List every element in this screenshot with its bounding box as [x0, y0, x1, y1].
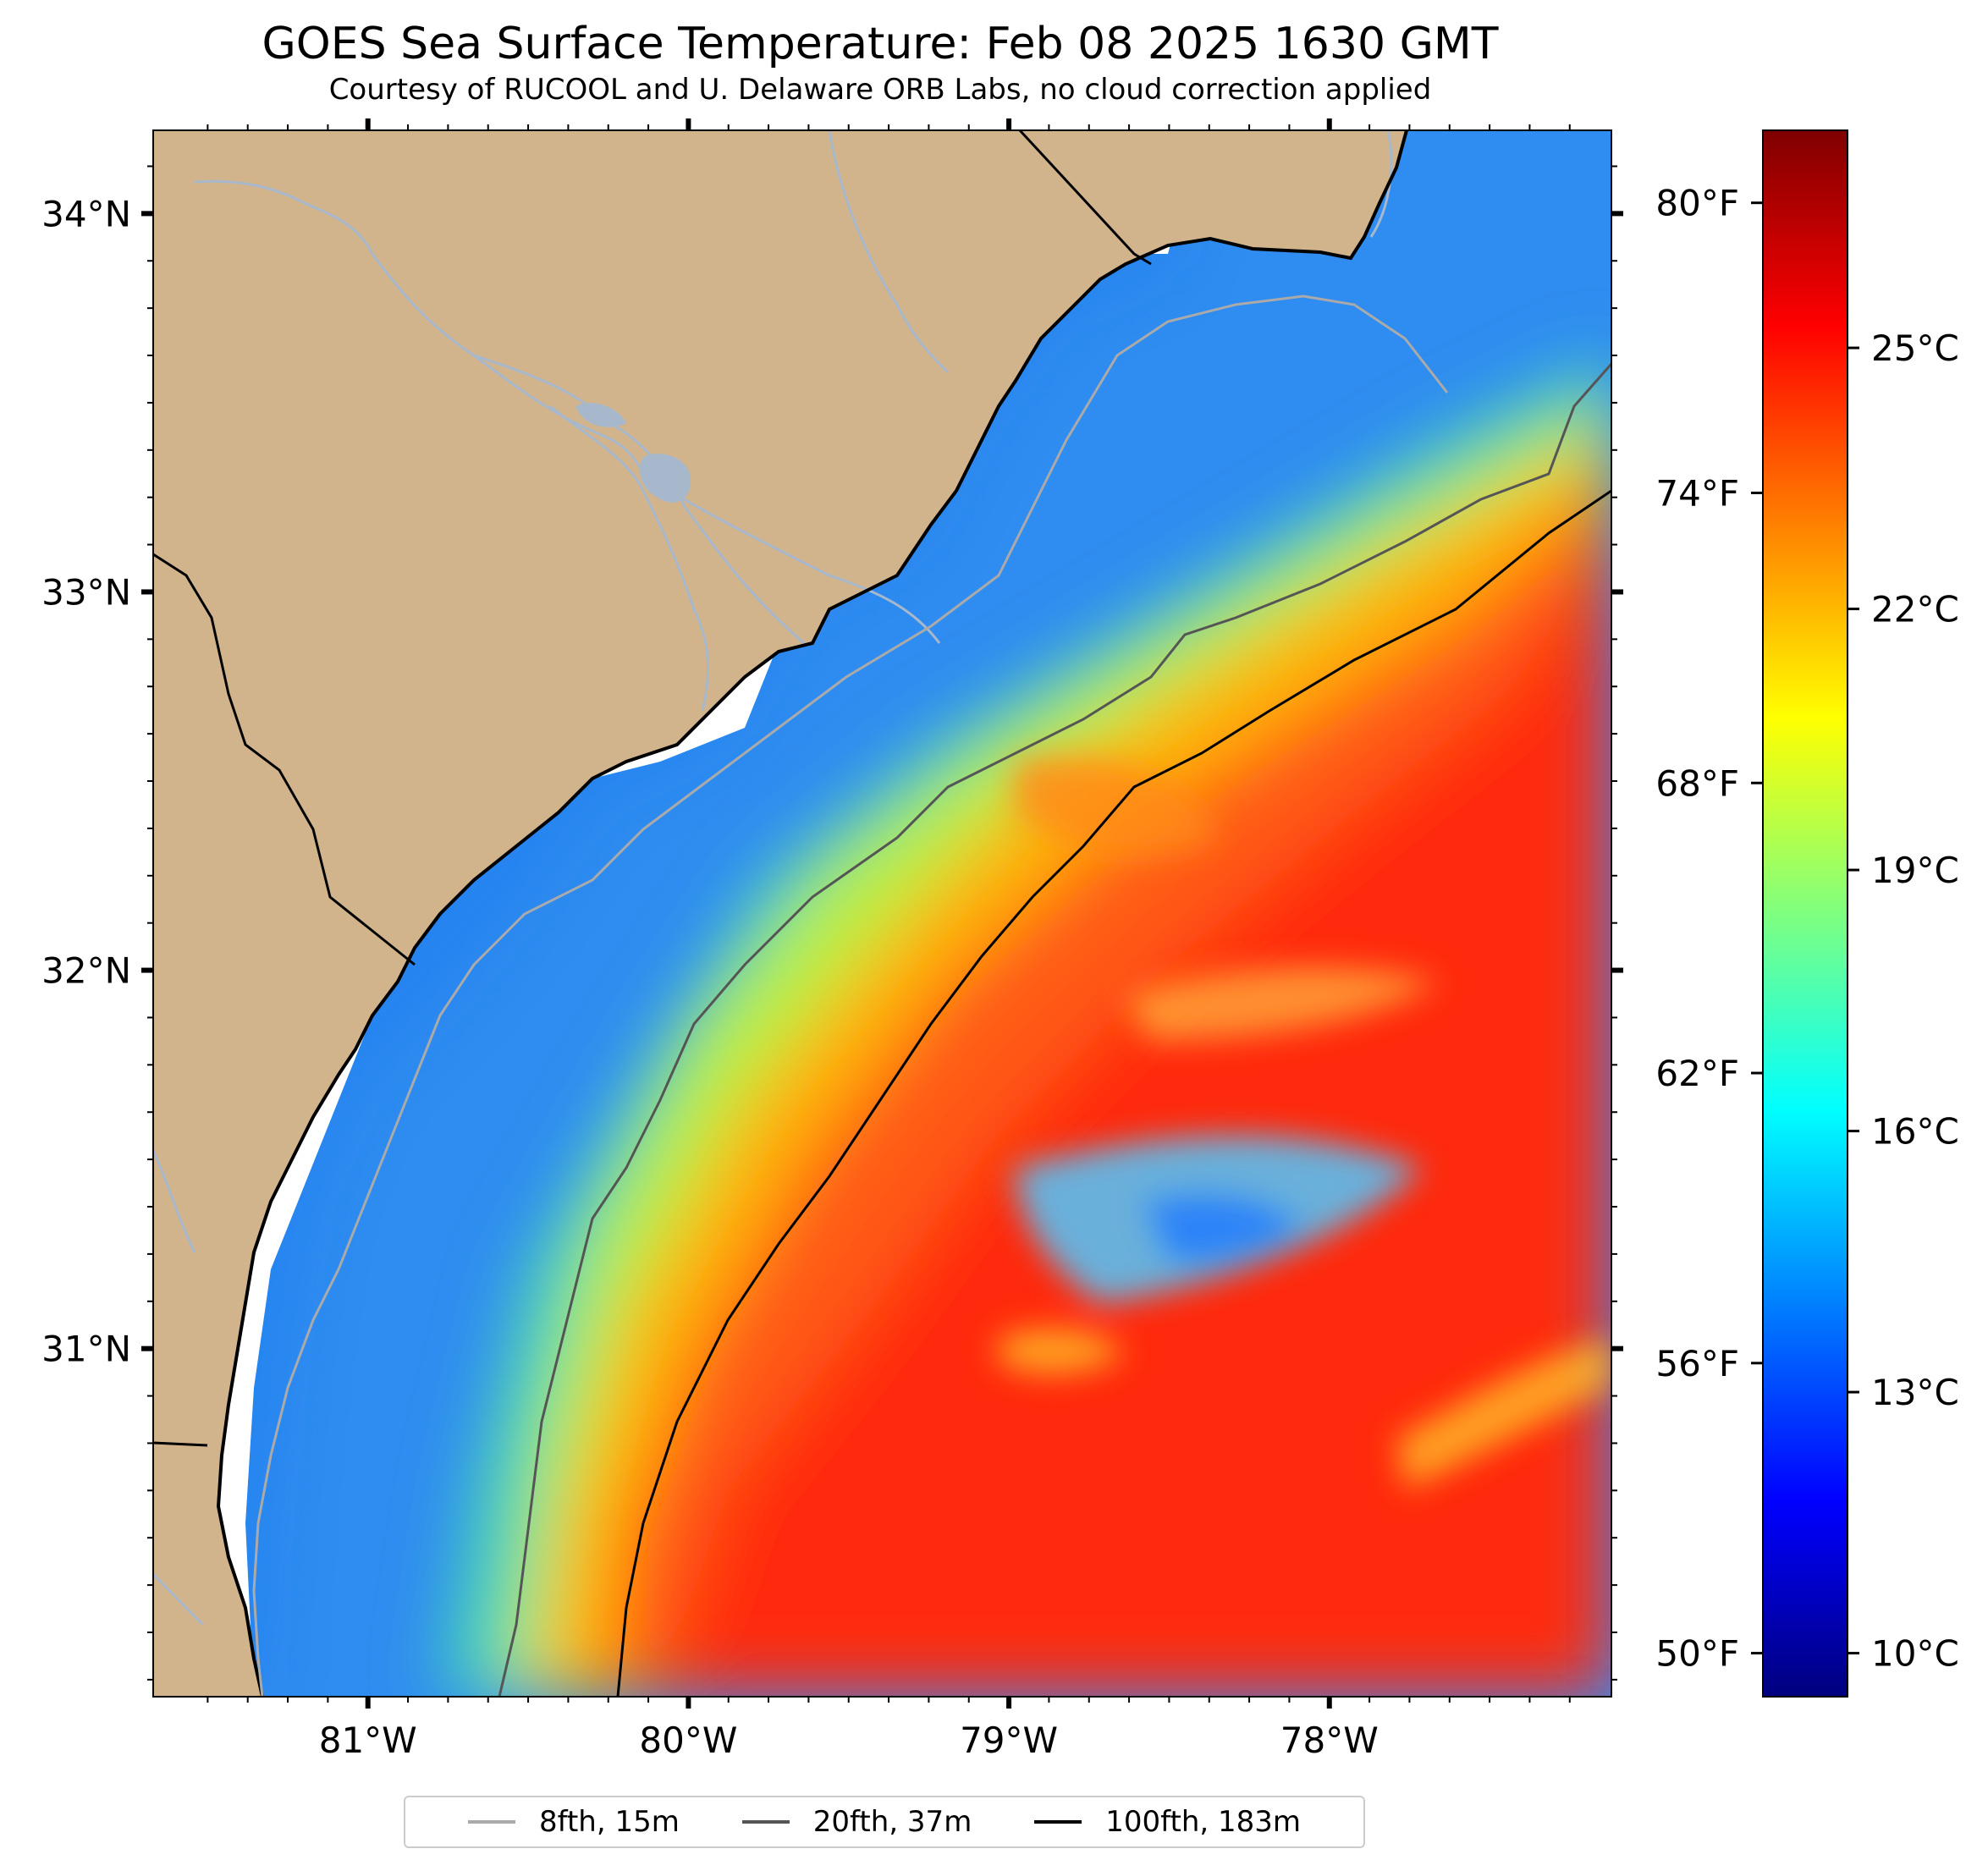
- lon-tick-label: 78°W: [1280, 1720, 1379, 1761]
- lon-tick-label: 79°W: [960, 1720, 1058, 1761]
- legend-label-20fth: 20fth, 37m: [812, 1805, 972, 1839]
- fahrenheit-tick-label: 68°F: [1655, 762, 1739, 804]
- lat-tick-label: 33°N: [41, 571, 131, 613]
- temperature-colorbar: 80°F 74°F 68°F 62°F 56°F 50°F 25°C 22°C 19°C 16°…: [1655, 129, 1959, 1698]
- map-title: GOES Sea Surface Temperature: Feb 08 202…: [262, 19, 1499, 69]
- celsius-tick-label: 10°C: [1871, 1633, 1959, 1675]
- lat-tick-label: 31°N: [41, 1329, 131, 1370]
- isobath-legend: 8fth, 15m 20fth, 37m 100fth, 183m: [404, 1796, 1365, 1848]
- celsius-tick-label: 16°C: [1871, 1111, 1959, 1153]
- legend-swatch-8fth: [467, 1820, 515, 1824]
- legend-item-20fth: 20fth, 37m: [741, 1805, 972, 1839]
- celsius-tick-label: 25°C: [1871, 327, 1959, 369]
- sst-map: [153, 130, 1611, 1697]
- latitude-axis: 34°N 33°N 32°N 31°N: [41, 165, 1623, 1681]
- isobath-20fth: [498, 363, 1611, 1697]
- legend-item-100fth: 100fth, 183m: [1034, 1805, 1301, 1839]
- map-frame: [152, 129, 1612, 1698]
- map-subtitle: Courtesy of RUCOOL and U. Delaware ORB L…: [328, 73, 1432, 107]
- fahrenheit-tick-label: 56°F: [1655, 1343, 1739, 1384]
- legend-label-8fth: 8fth, 15m: [538, 1805, 680, 1839]
- legend-label-100fth: 100fth, 183m: [1105, 1805, 1302, 1839]
- fahrenheit-tick-label: 50°F: [1655, 1633, 1739, 1675]
- longitude-axis: 81°W 80°W 79°W 78°W: [207, 118, 1571, 1761]
- celsius-tick-label: 13°C: [1871, 1372, 1959, 1413]
- fahrenheit-tick-label: 74°F: [1655, 472, 1739, 514]
- lon-tick-label: 81°W: [319, 1720, 417, 1761]
- fahrenheit-tick-label: 62°F: [1655, 1053, 1739, 1094]
- isobath-8fth: [252, 294, 1449, 1697]
- legend-swatch-100fth: [1034, 1820, 1082, 1824]
- state-borders: [153, 130, 1152, 1447]
- isobath-100fth: [616, 489, 1611, 1697]
- lake-marion: [640, 454, 691, 503]
- legend-item-8fth: 8fth, 15m: [467, 1805, 680, 1839]
- lon-tick-label: 80°W: [639, 1720, 737, 1761]
- land-area: [153, 130, 1407, 1697]
- celsius-tick-label: 19°C: [1871, 850, 1959, 891]
- celsius-tick-label: 22°C: [1871, 589, 1959, 630]
- coastline: [216, 130, 1408, 1697]
- celsius-scale: 25°C 22°C 19°C 16°C 13°C 10°C: [1848, 327, 1959, 1675]
- lat-tick-label: 32°N: [41, 950, 131, 992]
- legend-swatch-20fth: [741, 1820, 790, 1824]
- colorbar-gradient: [1762, 129, 1848, 1698]
- lake-moultrie: [575, 403, 626, 427]
- lat-tick-label: 34°N: [41, 193, 131, 234]
- fahrenheit-tick-label: 80°F: [1655, 183, 1739, 224]
- fahrenheit-scale: 80°F 74°F 68°F 62°F 56°F 50°F: [1655, 183, 1763, 1675]
